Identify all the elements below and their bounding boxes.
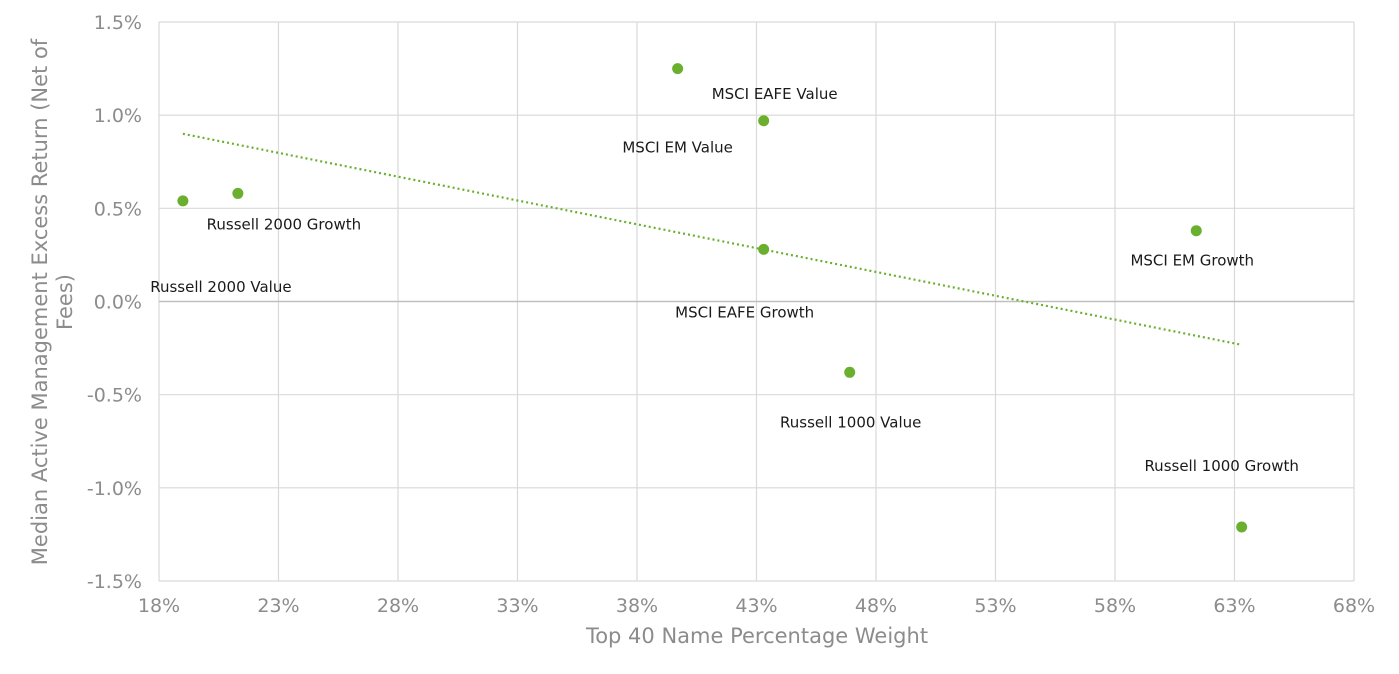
data-point-label: MSCI EM Value bbox=[622, 139, 733, 157]
y-axis-title-line-2: Fees) bbox=[53, 274, 77, 330]
x-axis-title: Top 40 Name Percentage Weight bbox=[585, 624, 928, 648]
data-point-label: MSCI EAFE Growth bbox=[675, 303, 814, 321]
data-point bbox=[177, 195, 189, 207]
y-tick-label: -1.0% bbox=[87, 478, 142, 500]
data-point bbox=[672, 63, 684, 75]
data-point bbox=[758, 115, 770, 127]
x-tick-label: 43% bbox=[735, 595, 777, 617]
x-tick-label: 63% bbox=[1213, 595, 1255, 617]
x-tick-label: 53% bbox=[974, 595, 1016, 617]
x-tick-label: 38% bbox=[616, 595, 658, 617]
grid-lines bbox=[158, 21, 1355, 582]
data-point-label: MSCI EAFE Value bbox=[712, 85, 838, 103]
point-labels: Russell 2000 Value Russell 2000 Growth MSC… bbox=[150, 85, 1299, 475]
data-point-label: MSCI EM Growth bbox=[1130, 252, 1254, 270]
x-tick-label: 23% bbox=[257, 595, 299, 617]
data-point bbox=[1236, 521, 1248, 533]
data-point-label: Russell 1000 Growth bbox=[1144, 457, 1298, 475]
x-axis-ticks: 18% 23% 28% 33% 38% 43% 48% 53% 58% 63% 68% bbox=[138, 595, 1375, 617]
y-tick-label: 0.5% bbox=[94, 198, 142, 220]
x-tick-label: 33% bbox=[496, 595, 538, 617]
x-tick-label: 68% bbox=[1333, 595, 1375, 617]
data-point-label: Russell 2000 Value bbox=[150, 278, 291, 296]
data-point bbox=[232, 187, 244, 199]
data-point-label: Russell 2000 Growth bbox=[207, 215, 361, 233]
data-points bbox=[177, 63, 1248, 533]
y-axis-ticks: 1.5% 1.0% 0.5% 0.0% -0.5% -1.0% -1.5% bbox=[87, 12, 142, 593]
x-tick-label: 28% bbox=[377, 595, 419, 617]
y-tick-label: 1.5% bbox=[94, 12, 142, 34]
y-axis-title: Median Active Management Excess Return (… bbox=[28, 38, 77, 565]
y-tick-label: -0.5% bbox=[87, 385, 142, 407]
y-tick-label: 0.0% bbox=[94, 292, 142, 314]
x-tick-label: 18% bbox=[138, 595, 180, 617]
y-tick-label: 1.0% bbox=[94, 105, 142, 127]
x-tick-label: 58% bbox=[1094, 595, 1136, 617]
data-point-label: Russell 1000 Value bbox=[780, 413, 921, 431]
x-tick-label: 48% bbox=[855, 595, 897, 617]
y-tick-label: -1.5% bbox=[87, 571, 142, 593]
y-axis-title-line-1: Median Active Management Excess Return (… bbox=[28, 38, 52, 565]
data-point bbox=[758, 243, 770, 255]
data-point bbox=[1190, 225, 1202, 237]
data-point bbox=[844, 366, 856, 378]
